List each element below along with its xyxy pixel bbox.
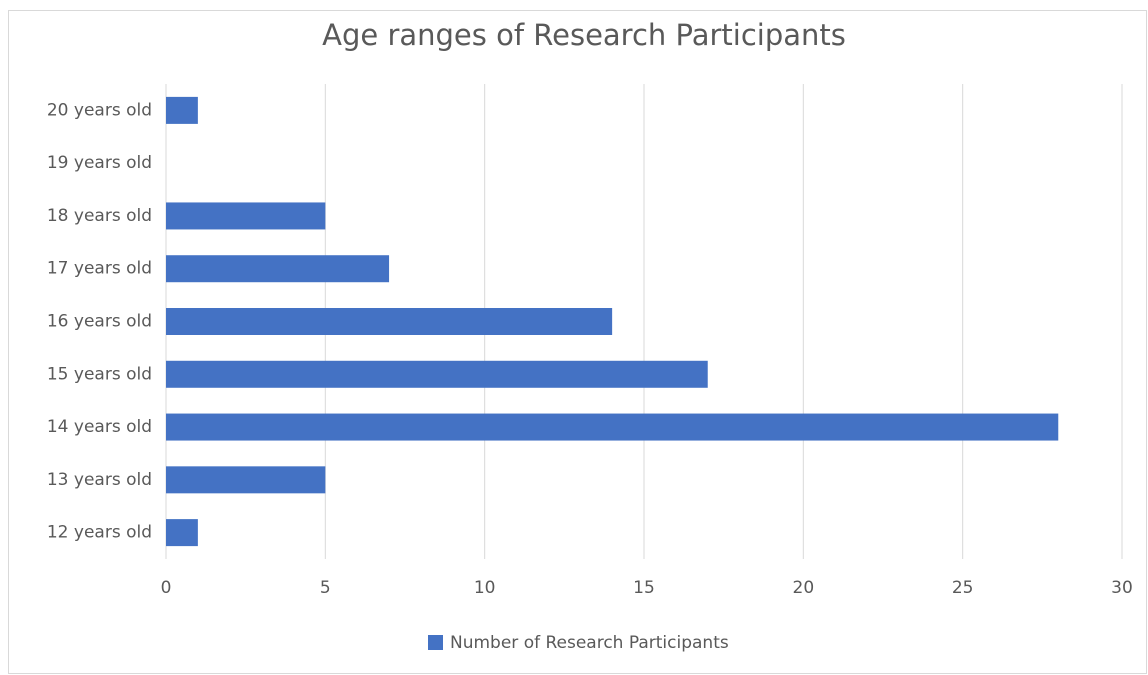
- bar: [166, 360, 708, 388]
- y-tick-label: 12 years old: [47, 523, 152, 543]
- x-tick-label: 25: [952, 578, 974, 598]
- y-tick-label: 20 years old: [47, 100, 152, 120]
- chart-border: [8, 10, 1147, 674]
- bar: [166, 308, 613, 335]
- x-tick-label: 0: [161, 578, 172, 598]
- bar: [166, 466, 326, 494]
- y-tick-label: 16 years old: [47, 312, 152, 332]
- y-tick-label: 17 years old: [47, 259, 152, 279]
- x-tick-label: 15: [633, 578, 655, 598]
- bar: [166, 202, 326, 230]
- x-tick-label: 30: [1111, 578, 1133, 598]
- bar: [166, 413, 1059, 441]
- legend-swatch: [428, 635, 443, 650]
- bar: [166, 96, 198, 124]
- y-tick-label: 15 years old: [47, 364, 152, 384]
- chart-title: Age ranges of Research Participants: [322, 18, 846, 52]
- y-tick-label: 14 years old: [47, 417, 152, 437]
- bar: [166, 519, 198, 547]
- x-tick-label: 20: [793, 578, 815, 598]
- y-tick-label: 19 years old: [47, 153, 152, 173]
- y-tick-label: 18 years old: [47, 206, 152, 226]
- legend-label: Number of Research Participants: [450, 633, 729, 653]
- y-tick-label: 13 years old: [47, 470, 152, 490]
- bar: [166, 255, 390, 283]
- x-tick-label: 5: [320, 578, 331, 598]
- x-tick-label: 10: [474, 578, 496, 598]
